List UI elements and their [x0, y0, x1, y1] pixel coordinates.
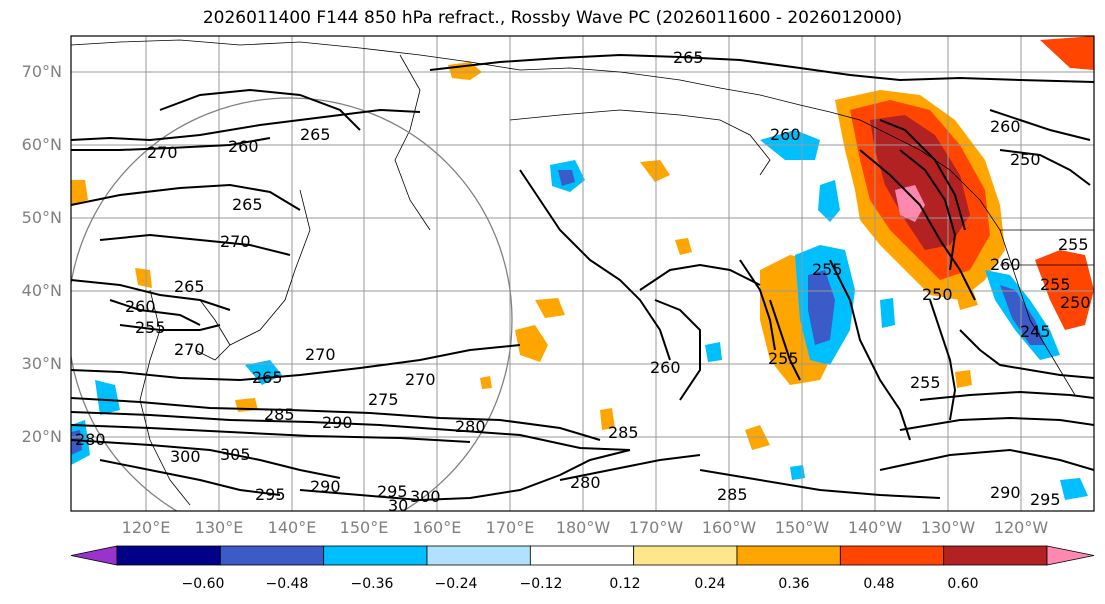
anomaly-shading [71, 36, 1094, 500]
gridlines [71, 36, 1094, 511]
colorbar-tick-label: 0.12 [609, 576, 641, 592]
colorbar-tick-label: −0.24 [434, 576, 478, 592]
lon-label: 120°W [993, 518, 1049, 537]
contour-label: 270 [305, 345, 336, 364]
contour-label: 280 [75, 430, 106, 449]
contour-label: 295 [255, 485, 286, 504]
contour-label: 270 [147, 143, 178, 162]
colorbar-tick-label: −0.48 [265, 576, 309, 592]
lon-label: 150°E [339, 518, 389, 537]
colorbar-segment [529, 545, 635, 566]
lon-label: 130°W [920, 518, 976, 537]
colorbar [70, 545, 1095, 566]
lon-label: 150°W [774, 518, 830, 537]
contour-label: 270 [174, 340, 205, 359]
contour-label: 260 [228, 137, 259, 156]
contour-label: 250 [1010, 150, 1041, 169]
contour-label: 255 [910, 373, 941, 392]
lon-label: 140°E [267, 518, 317, 537]
contour-label: 285 [608, 423, 639, 442]
contour-label: 260 [990, 117, 1021, 136]
colorbar-tick-label: −0.36 [350, 576, 394, 592]
colorbar-segment [116, 545, 221, 566]
colorbar-tick-label: −0.60 [181, 576, 225, 592]
contour-label: 300 [170, 447, 201, 466]
contour-label: 265 [252, 368, 283, 387]
contour-label: 255 [768, 349, 799, 368]
colorbar-segment [736, 545, 841, 566]
colorbar-tick-label: 0.24 [694, 576, 726, 592]
contour-label: 265 [174, 277, 205, 296]
lat-label: 70°N [21, 62, 62, 81]
contour-label: 300 [410, 487, 441, 506]
contour-label: 285 [717, 485, 748, 504]
lon-label: 170°W [628, 518, 684, 537]
contour-label: 260 [650, 358, 681, 377]
colorbar-segment [943, 545, 1048, 566]
colorbar-segment [323, 545, 428, 566]
colorbar-segment [219, 545, 325, 566]
lat-label: 60°N [21, 135, 62, 154]
contour-label: 260 [770, 125, 801, 144]
contour-label: 290 [310, 477, 341, 496]
contour-label: 255 [1058, 235, 1089, 254]
lon-label: 170°E [485, 518, 535, 537]
lat-label: 30°N [21, 354, 62, 373]
colorbar-segment [426, 545, 531, 566]
lon-label: 140°W [847, 518, 903, 537]
contour-label: 260 [125, 297, 156, 316]
colorbar-extend-low [70, 545, 118, 566]
contour-label: 290 [990, 483, 1021, 502]
contour-label: 295 [1030, 490, 1061, 509]
contour-label: 250 [922, 285, 953, 304]
contour-label: 285 [264, 405, 295, 424]
contour-lines [71, 53, 1094, 502]
contour-label: 270 [405, 370, 436, 389]
colorbar-tick-label: 0.48 [863, 576, 895, 592]
colorbar-extend-high [1046, 545, 1095, 566]
lat-label: 50°N [21, 208, 62, 227]
reference-circle [71, 97, 513, 511]
map-area [71, 36, 1094, 511]
lon-label: 180°W [555, 518, 611, 537]
colorbar-segment [839, 545, 945, 566]
colorbar-tick-label: 0.36 [778, 576, 810, 592]
contour-label: 270 [220, 232, 251, 251]
map-title: 2026011400 F144 850 hPa refract., Rossby… [202, 8, 903, 28]
contour-label: 305 [220, 445, 251, 464]
contour-labels: 265 260 270 260 265 270 265 260 255 265 … [75, 48, 1091, 515]
contour-label: 275 [368, 390, 399, 409]
contour-label: 280 [455, 417, 486, 436]
lat-label: 20°N [21, 427, 62, 446]
contour-label: 265 [673, 48, 704, 67]
contour-label: 265 [232, 195, 263, 214]
contour-label: 255 [812, 260, 843, 279]
contour-label: 280 [570, 473, 601, 492]
contour-label: 255 [1040, 275, 1071, 294]
contour-label: 250 [1060, 293, 1091, 312]
contour-label: 260 [990, 255, 1021, 274]
contour-label: 290 [322, 413, 353, 432]
contour-label: 245 [1020, 322, 1051, 341]
lon-label: 160°W [701, 518, 757, 537]
lat-label: 40°N [21, 281, 62, 300]
colorbar-tick-label: −0.12 [519, 576, 563, 592]
contour-label: 30 [388, 496, 408, 515]
contour-label: 295 [377, 482, 408, 501]
colorbar-tick-label: 0.60 [947, 576, 979, 592]
lon-label: 130°E [194, 518, 244, 537]
colorbar-segment [633, 545, 738, 566]
lon-label: 120°E [121, 518, 171, 537]
contour-label: 255 [135, 318, 166, 337]
lon-label: 160°E [412, 518, 462, 537]
contour-label: 265 [300, 125, 331, 144]
